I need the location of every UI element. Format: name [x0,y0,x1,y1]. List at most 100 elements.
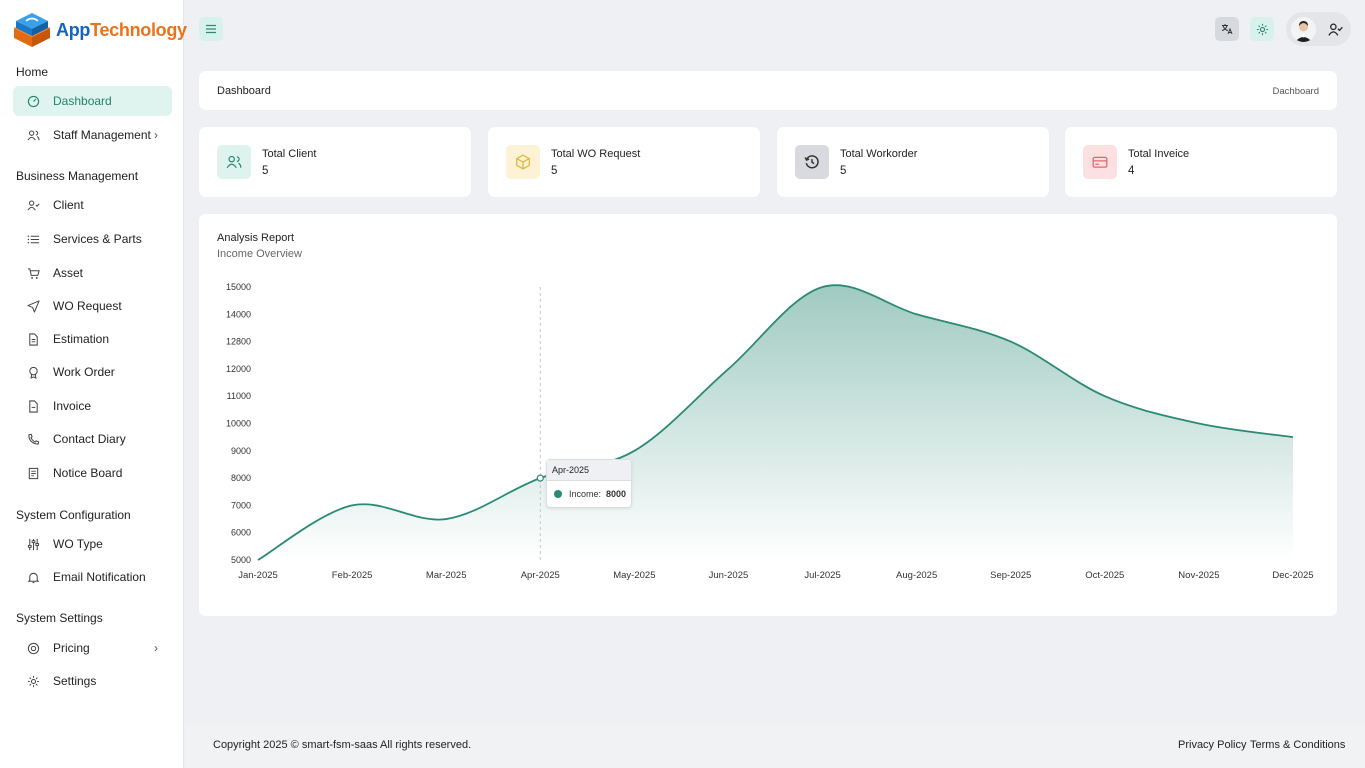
stat-card-total-workorder[interactable]: Total Workorder 5 [777,127,1049,197]
sidebar-item-staff-management[interactable]: Staff Management › [13,120,172,150]
y-tick-label: 6000 [231,528,251,538]
sidebar-item-label: Staff Management [53,128,151,142]
user-check-icon [26,198,40,212]
x-tick-label: Sep-2025 [990,570,1031,581]
award-icon [26,365,40,379]
terms-link[interactable]: Terms & Conditions [1250,739,1346,751]
stat-card-total-invoice[interactable]: Total Inveice 4 [1065,127,1337,197]
chart-title: Analysis Report [217,232,295,244]
section-system-settings: System Settings [16,611,103,625]
stat-label: Total Inveice [1128,148,1190,160]
sidebar-item-notice-board[interactable]: Notice Board [13,458,172,488]
income-area-chart[interactable]: 5000 6000 7000 8000 9000 10000 11000 12000 12800… [199,214,1337,616]
sidebar-item-label: WO Request [53,299,122,313]
y-tick-label: 12800 [226,337,251,347]
settings-button[interactable] [1250,17,1274,41]
x-tick-label: Dec-2025 [1272,570,1313,581]
x-tick-label: Jan-2025 [238,570,278,581]
section-business-management: Business Management [16,169,139,183]
sidebar-item-label: WO Type [53,537,103,551]
pricing-icon [26,641,40,655]
avatar [1291,16,1316,42]
users-icon [217,145,251,179]
chevron-right-icon: › [154,641,158,655]
footer: Copyright 2025 © smart-fsm-saas All righ… [185,723,1365,768]
stat-label: Total Client [262,148,317,160]
sidebar-item-wo-type[interactable]: WO Type [13,529,172,559]
language-button[interactable] [1215,17,1239,41]
document-icon [26,399,40,413]
hover-point[interactable] [536,474,544,482]
user-menu[interactable] [1286,12,1351,46]
privacy-policy-link[interactable]: Privacy Policy [1178,739,1247,751]
stat-card-total-client[interactable]: Total Client 5 [199,127,471,197]
page-title: Dashboard [217,85,271,97]
sidebar-item-estimation[interactable]: Estimation [13,324,172,354]
brand-logo[interactable]: AppTechnology [12,10,187,50]
box-icon [506,145,540,179]
send-icon [26,299,40,313]
brand-name: AppTechnology [56,19,187,40]
y-tick-label: 11000 [227,391,251,401]
sidebar-item-asset[interactable]: Asset [13,258,172,288]
chart-subtitle: Income Overview [217,248,302,260]
translate-icon [1221,24,1233,35]
logo-icon [14,13,50,47]
sidebar-item-label: Asset [53,266,84,280]
chart-tooltip: Apr-2025 Income: 8000 [546,459,632,508]
sidebar-item-client[interactable]: Client [13,190,172,220]
stat-label: Total WO Request [551,148,641,160]
x-tick-label: Nov-2025 [1178,570,1219,581]
y-tick-label: 5000 [231,555,251,565]
x-tick-label: Jun-2025 [709,570,749,581]
breadcrumb-current[interactable]: Dachboard [1272,86,1319,97]
gear-icon [26,674,40,688]
tooltip-label: Income: [569,489,602,499]
sidebar-item-label: Email Notification [53,570,146,584]
sidebar-item-dashboard[interactable]: Dashboard [13,86,172,116]
analysis-report-card: Analysis Report Income Overview 5000 6000… [199,214,1337,616]
x-tick-label: Mar-2025 [426,570,467,581]
stat-label: Total Workorder [840,148,918,160]
copyright-text: Copyright 2025 © smart-fsm-saas All righ… [213,739,472,751]
cart-icon [26,266,40,280]
sidebar-item-label: Estimation [53,332,110,346]
sidebar-item-invoice[interactable]: Invoice [13,391,172,421]
sidebar-item-label: Invoice [53,399,92,413]
sidebar-item-email-notification[interactable]: Email Notification [13,562,172,592]
stat-value: 4 [1128,165,1135,177]
file-icon [26,332,40,346]
sidebar-item-label: Settings [53,674,97,688]
sidebar-item-pricing[interactable]: Pricing › [13,633,172,663]
series-marker-icon [554,490,562,498]
y-tick-label: 8000 [231,473,251,483]
chevron-right-icon: › [154,128,158,142]
x-tick-label: Aug-2025 [896,570,937,581]
sidebar-item-label: Services & Parts [53,232,142,246]
y-tick-label: 7000 [231,500,251,510]
sidebar-item-services-parts[interactable]: Services & Parts [13,224,172,254]
y-tick-label: 15000 [226,282,251,292]
phone-icon [26,432,40,446]
sidebar-item-settings[interactable]: Settings [13,666,172,696]
income-series-line[interactable] [257,284,1294,561]
user-check-icon [1328,23,1343,36]
sidebar-item-wo-request[interactable]: WO Request [13,291,172,321]
sidebar-item-contact-diary[interactable]: Contact Diary [13,424,172,454]
section-home: Home [16,65,49,79]
income-area-fill [258,285,1293,560]
x-tick-label: Apr-2025 [521,570,560,581]
stat-card-total-wo-request[interactable]: Total WO Request 5 [488,127,760,197]
menu-toggle-button[interactable] [199,17,223,41]
y-tick-label: 12000 [226,364,251,374]
dashboard-icon [26,94,40,108]
sidebar-item-label: Work Order [53,365,115,379]
sidebar-item-work-order[interactable]: Work Order [13,357,172,387]
hamburger-icon [206,24,216,34]
sidebar: AppTechnology Home Dashboard Staff Manag… [0,0,187,768]
breadcrumb: Dashboard Dachboard [199,71,1337,110]
gear-icon [1256,23,1268,35]
tooltip-value: 8000 [606,489,627,499]
x-tick-label: Jul-2025 [804,570,840,581]
y-tick-label: 10000 [226,419,251,429]
